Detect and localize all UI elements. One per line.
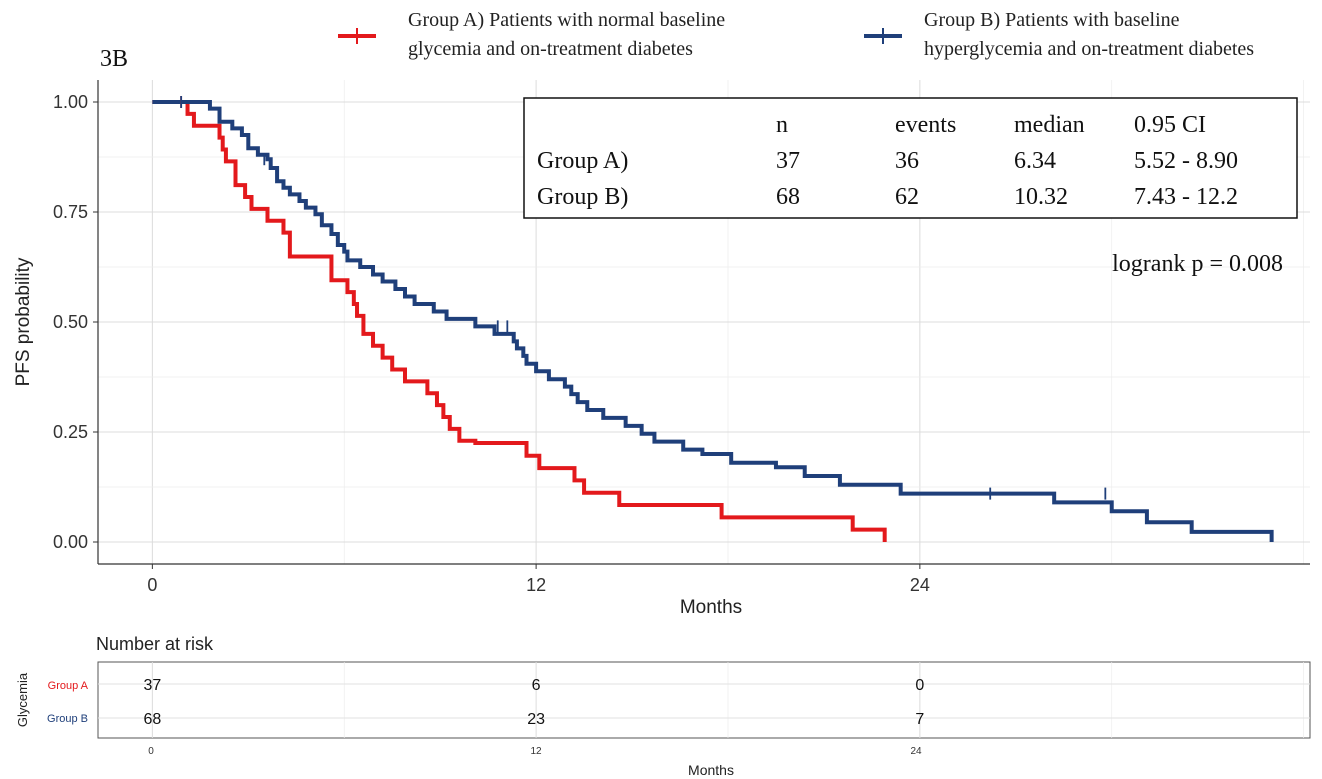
- summary-cell: 37: [776, 148, 800, 174]
- y-tick-label: 0.50: [53, 312, 88, 332]
- risk-table-title: Number at risk: [96, 634, 214, 654]
- summary-header-median: median: [1014, 112, 1085, 138]
- summary-header-ci: 0.95 CI: [1134, 112, 1206, 138]
- summary-cell: 6.34: [1014, 148, 1056, 174]
- legend-label-group-a-line2: glycemia and on-treatment diabetes: [408, 38, 693, 60]
- risk-value: 0: [915, 677, 924, 694]
- x-tick-label: 0: [147, 575, 157, 595]
- risk-x-tick-label: 12: [530, 746, 542, 757]
- logrank-pvalue: logrank p = 0.008: [1112, 251, 1283, 277]
- summary-cell: 36: [895, 148, 919, 174]
- legend-label-group-a-line1: Group A) Patients with normal baseline: [408, 9, 725, 31]
- risk-grid: [98, 662, 1310, 738]
- summary-table: n events median 0.95 CI Group A) 37 36 6…: [523, 97, 1298, 219]
- y-tick-label: 1.00: [53, 92, 88, 112]
- summary-table-header: n events median 0.95 CI: [776, 112, 1206, 138]
- risk-table-ylabel: Glycemia: [15, 672, 30, 727]
- summary-cell: 5.52 - 8.90: [1134, 148, 1238, 174]
- summary-cell: Group A): [537, 148, 628, 174]
- y-axis-label: PFS probability: [13, 257, 34, 386]
- legend-label-group-b-line1: Group B) Patients with baseline: [924, 9, 1180, 31]
- censor-marks: [180, 96, 1107, 500]
- x-tick-label: 24: [910, 575, 930, 595]
- legend-item-group-b: Group B) Patients with baseline hypergly…: [864, 9, 1254, 60]
- x-ticks: 0 12 24: [147, 564, 930, 595]
- y-tick-label: 0.00: [53, 532, 88, 552]
- series-line-group-a: [152, 100, 887, 542]
- summary-cell: 68: [776, 184, 800, 210]
- risk-table-panel: [97, 661, 1311, 739]
- x-tick-label: 12: [526, 575, 546, 595]
- legend-label-group-b-line2: hyperglycemia and on-treatment diabetes: [924, 38, 1254, 60]
- risk-row-label-group-b: Group B: [47, 713, 88, 725]
- risk-values: 37 6 0 68 23 7: [143, 677, 924, 728]
- series-line-group-b: [152, 100, 1274, 542]
- risk-x-tick-label: 24: [910, 746, 922, 757]
- risk-value: 7: [915, 711, 924, 728]
- risk-value: 37: [143, 677, 161, 694]
- risk-value: 23: [527, 711, 545, 728]
- summary-cell: 62: [895, 184, 919, 210]
- legend-item-group-a: Group A) Patients with normal baseline g…: [338, 9, 725, 60]
- y-ticks: 0.00 0.25 0.50 0.75 1.00: [53, 92, 98, 552]
- risk-value: 6: [532, 677, 541, 694]
- risk-row-label-group-a: Group A: [48, 680, 89, 692]
- summary-table-border: [523, 97, 1298, 219]
- panel-label: 3B: [100, 46, 128, 72]
- summary-cell: 10.32: [1014, 184, 1068, 210]
- legend: Group A) Patients with normal baseline g…: [338, 9, 1254, 60]
- summary-header-events: events: [895, 112, 956, 138]
- summary-table-row-a: Group A) 37 36 6.34 5.52 - 8.90: [537, 148, 1238, 174]
- y-tick-label: 0.25: [53, 422, 88, 442]
- risk-table-xlabel: Months: [688, 762, 734, 778]
- risk-x-ticks: 0 12 24: [148, 746, 922, 757]
- summary-cell: 7.43 - 12.2: [1134, 184, 1238, 210]
- x-axis-label: Months: [680, 597, 742, 618]
- summary-table-row-b: Group B) 68 62 10.32 7.43 - 12.2: [537, 184, 1238, 210]
- survival-curves: [152, 100, 1274, 542]
- risk-value: 68: [143, 711, 161, 728]
- risk-x-tick-label: 0: [148, 746, 154, 757]
- y-tick-label: 0.75: [53, 202, 88, 222]
- summary-header-n: n: [776, 112, 788, 138]
- risk-table: Number at risk 37 6 0 68 23 7 Group A Group B…: [15, 634, 1311, 778]
- summary-cell: Group B): [537, 184, 628, 210]
